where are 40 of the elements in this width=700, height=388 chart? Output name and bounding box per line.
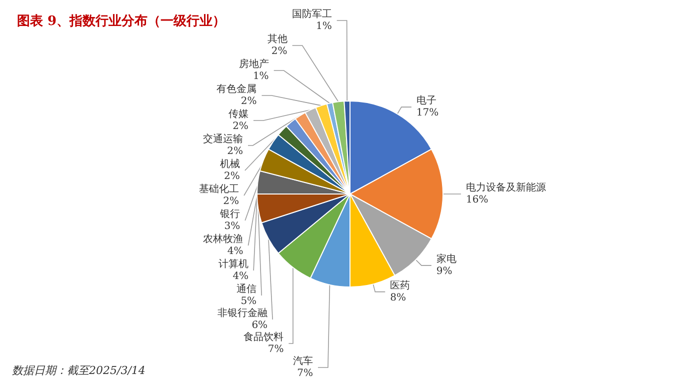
data-label: 2%: [240, 96, 257, 107]
slice-label: 其他: [267, 33, 288, 45]
slice-label: 有色金属: [216, 83, 257, 95]
data-label: 2%: [224, 171, 240, 182]
data-label: 2%: [271, 46, 288, 57]
slice-label: 交通运输: [203, 133, 243, 145]
data-label: 2%: [223, 196, 240, 207]
slice-label: 基础化工: [199, 183, 240, 195]
slice-label: 通信: [236, 283, 257, 295]
slice-label: 计算机: [218, 258, 249, 270]
slice-label: 国防军工: [292, 8, 332, 20]
slice-label: 食品饮料: [244, 331, 284, 343]
slice-label: 非银行金融: [218, 307, 268, 319]
data-label: 7%: [268, 344, 284, 355]
data-label: 1%: [252, 71, 269, 82]
data-label: 9%: [436, 266, 452, 277]
data-label: 7%: [297, 368, 313, 379]
slice-label: 房地产: [238, 58, 269, 70]
chart-title: 图表 9、指数行业分布（一级行业）: [17, 14, 226, 29]
data-label: 16%: [466, 194, 488, 206]
data-label: 4%: [232, 271, 249, 282]
text: 数据日期：截至2025/3/14: [12, 364, 146, 377]
slice-label: 家电: [436, 252, 456, 265]
slice-label: 农林牧渔: [203, 233, 244, 245]
slice-label: 机械: [220, 158, 240, 170]
slice-label: 医药: [390, 279, 410, 292]
data-label: 17%: [416, 108, 439, 119]
data-label: 2%: [227, 146, 243, 157]
data-label: 1%: [316, 21, 332, 32]
data-label: 5%: [240, 296, 257, 307]
slice-label: 电力设备及新能源: [466, 182, 546, 194]
data-label: 4%: [227, 246, 244, 257]
data-label: 3%: [224, 221, 240, 232]
data-label: 2%: [232, 121, 248, 132]
slice-label: 银行: [219, 209, 240, 220]
data-label: 6%: [252, 320, 268, 331]
slice-label: 电子: [416, 94, 436, 107]
slice-label: 传媒: [228, 109, 248, 120]
slice-label: 汽车: [292, 355, 313, 367]
data-label: 8%: [390, 292, 406, 304]
